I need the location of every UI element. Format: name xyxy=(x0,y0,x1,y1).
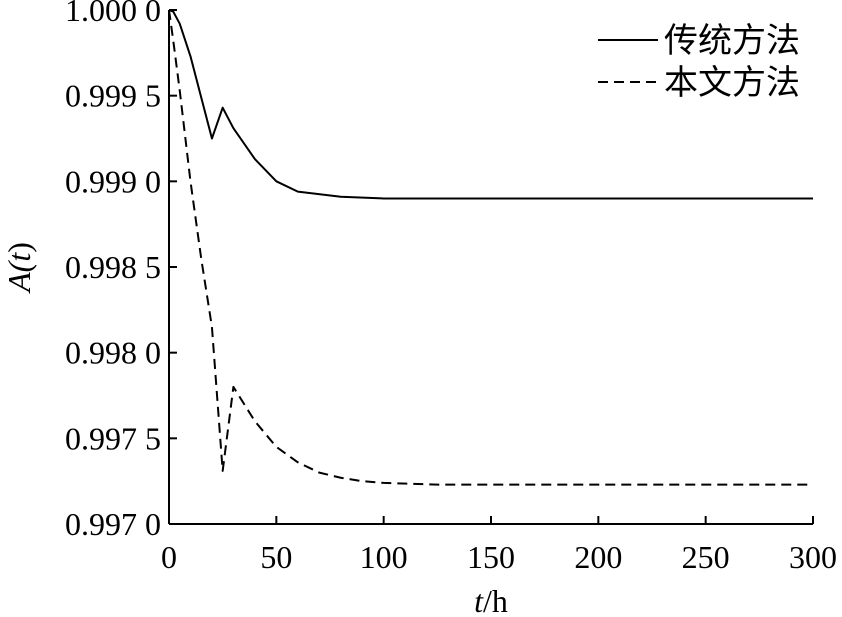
x-axis-title: t/h xyxy=(474,583,508,617)
series-line-proposed xyxy=(168,9,813,486)
y-tick-label: 0.998 5 xyxy=(65,249,161,285)
x-axis-title-unit: /h xyxy=(483,583,508,617)
x-tick-label: 150 xyxy=(467,539,515,575)
y-tick-label: 0.998 0 xyxy=(65,335,161,371)
x-tick-label: 100 xyxy=(360,539,408,575)
x-tick-label: 0 xyxy=(161,539,177,575)
x-ticks: 0 50 100 150 200 250 300 xyxy=(161,516,837,575)
x-axis-title-var: t xyxy=(474,583,484,617)
y-axis-title-post: ) xyxy=(1,242,37,253)
y-tick-label: 0.999 0 xyxy=(65,163,161,199)
series-layer xyxy=(168,9,813,486)
legend-label-traditional: 传统方法 xyxy=(664,21,800,61)
y-tick-label: 1.000 0 xyxy=(65,0,161,28)
x-tick-label: 50 xyxy=(260,539,292,575)
y-axis-title-pre: A( xyxy=(1,259,37,294)
x-tick-label: 250 xyxy=(682,539,730,575)
y-axis-title: A(t) xyxy=(1,242,37,294)
x-tick-label: 300 xyxy=(789,539,837,575)
series-line-traditional xyxy=(168,9,813,200)
legend-label-proposed: 本文方法 xyxy=(664,63,800,103)
legend: 传统方法 本文方法 xyxy=(598,21,800,103)
y-tick-label: 0.999 5 xyxy=(65,78,161,114)
x-tick-label: 200 xyxy=(574,539,622,575)
y-axis-title-var: t xyxy=(1,252,37,262)
y-tick-label: 0.997 0 xyxy=(65,506,161,542)
y-tick-label: 0.997 5 xyxy=(65,420,161,456)
y-ticks: 0.997 0 0.997 5 0.998 0 0.998 5 0.999 0 0.999… xyxy=(65,0,177,542)
